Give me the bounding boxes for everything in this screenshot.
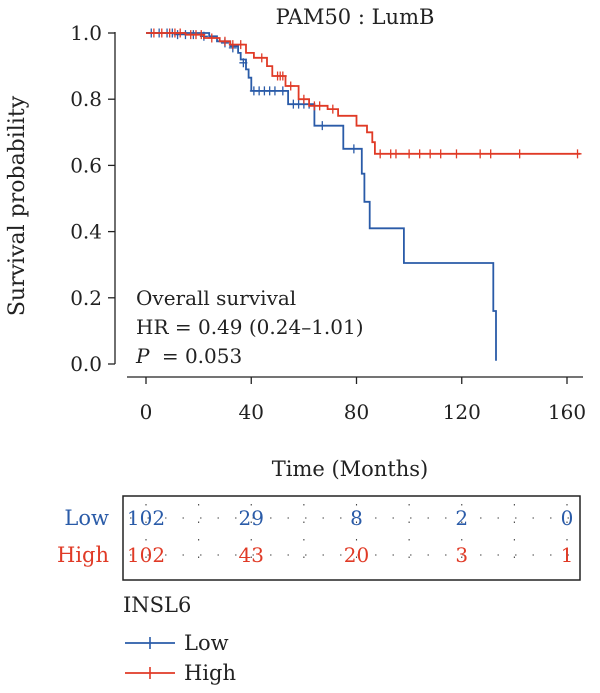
legend-title: INSL6: [123, 593, 191, 617]
censor-mark-low: [278, 86, 287, 96]
x-tick-label: 120: [443, 400, 481, 424]
risk-table-count: 0: [561, 506, 574, 530]
y-tick-label: 0.4: [70, 220, 102, 244]
y-tick-label: 0.8: [70, 87, 102, 111]
y-tick-label: 0.2: [70, 286, 102, 310]
risk-table-count: 20: [344, 543, 369, 567]
censor-mark-high: [415, 149, 424, 159]
censor-mark-high: [257, 53, 266, 63]
censor-mark-high: [376, 149, 385, 159]
y-ticks: 0.0 0.2 0.4 0.6 0.8 1.0: [70, 21, 115, 376]
censor-mark-low: [270, 86, 279, 96]
risk-table-count: 102: [127, 506, 165, 530]
annotation-overall-survival: Overall survival: [136, 286, 296, 310]
censor-mark-high: [328, 104, 337, 114]
p-label: P: [135, 344, 150, 368]
censor-mark-low: [239, 58, 248, 68]
risk-table-count: 8: [350, 506, 363, 530]
risk-table-count: 2: [455, 506, 468, 530]
censor-mark-high: [286, 81, 295, 91]
censor-mark-high: [452, 149, 461, 159]
risk-table-count: 29: [239, 506, 264, 530]
censor-mark-high: [391, 149, 400, 159]
censor-mark-high: [236, 40, 245, 50]
legend-entry-label: Low: [184, 631, 229, 655]
censor-mark-high: [515, 149, 524, 159]
risk-table-count: 3: [455, 543, 468, 567]
censor-mark-high: [405, 149, 414, 159]
censor-mark-high: [436, 149, 445, 159]
p-value: = 0.053: [162, 344, 242, 368]
risk-table-row-label: Low: [64, 506, 109, 530]
risk-table-frame: [122, 495, 581, 581]
censor-mark-high: [299, 94, 308, 104]
censor-mark-high: [157, 28, 166, 38]
censor-mark-high: [573, 149, 582, 159]
risk-table-count: 102: [127, 543, 165, 567]
censor-mark-low: [318, 121, 327, 131]
x-tick-label: 80: [344, 400, 369, 424]
censor-mark-high: [476, 149, 485, 159]
censor-mark-high: [278, 71, 287, 81]
survival-curves: [146, 28, 582, 361]
legend: Low High: [125, 631, 236, 685]
x-tick-label: 40: [239, 400, 264, 424]
censor-mark-high: [149, 28, 158, 38]
legend-entry-label: High: [184, 661, 236, 685]
censor-mark-high: [220, 36, 229, 46]
risk-table-row-label: High: [57, 543, 109, 567]
censor-mark-high: [228, 40, 237, 50]
y-axis-label: Survival probability: [5, 95, 30, 316]
chart-title: PAM50 : LumB: [276, 5, 435, 29]
risk-table-count: 43: [239, 543, 264, 567]
x-ticks: 0 40 80 120 160: [140, 377, 586, 424]
series-line-low: [146, 32, 497, 361]
x-axis-label: Time (Months): [272, 457, 429, 481]
y-tick-label: 0.6: [70, 153, 102, 177]
x-tick-label: 0: [140, 400, 153, 424]
y-tick-label: 0.0: [70, 352, 102, 376]
risk-table-count: 1: [561, 543, 574, 567]
censor-mark-high: [197, 30, 206, 40]
censor-mark-high: [426, 149, 435, 159]
series-line-high: [146, 32, 581, 155]
censor-mark-high: [315, 101, 324, 111]
y-tick-label: 1.0: [70, 21, 102, 45]
annotation-p: P = 0.053: [135, 344, 242, 368]
censor-mark-low: [349, 144, 358, 154]
annotation-hr: HR = 0.49 (0.24–1.01): [136, 315, 364, 339]
censor-mark-high: [207, 33, 216, 43]
censor-mark-high: [176, 28, 185, 38]
x-tick-label: 160: [548, 400, 586, 424]
censor-mark-high: [486, 149, 495, 159]
